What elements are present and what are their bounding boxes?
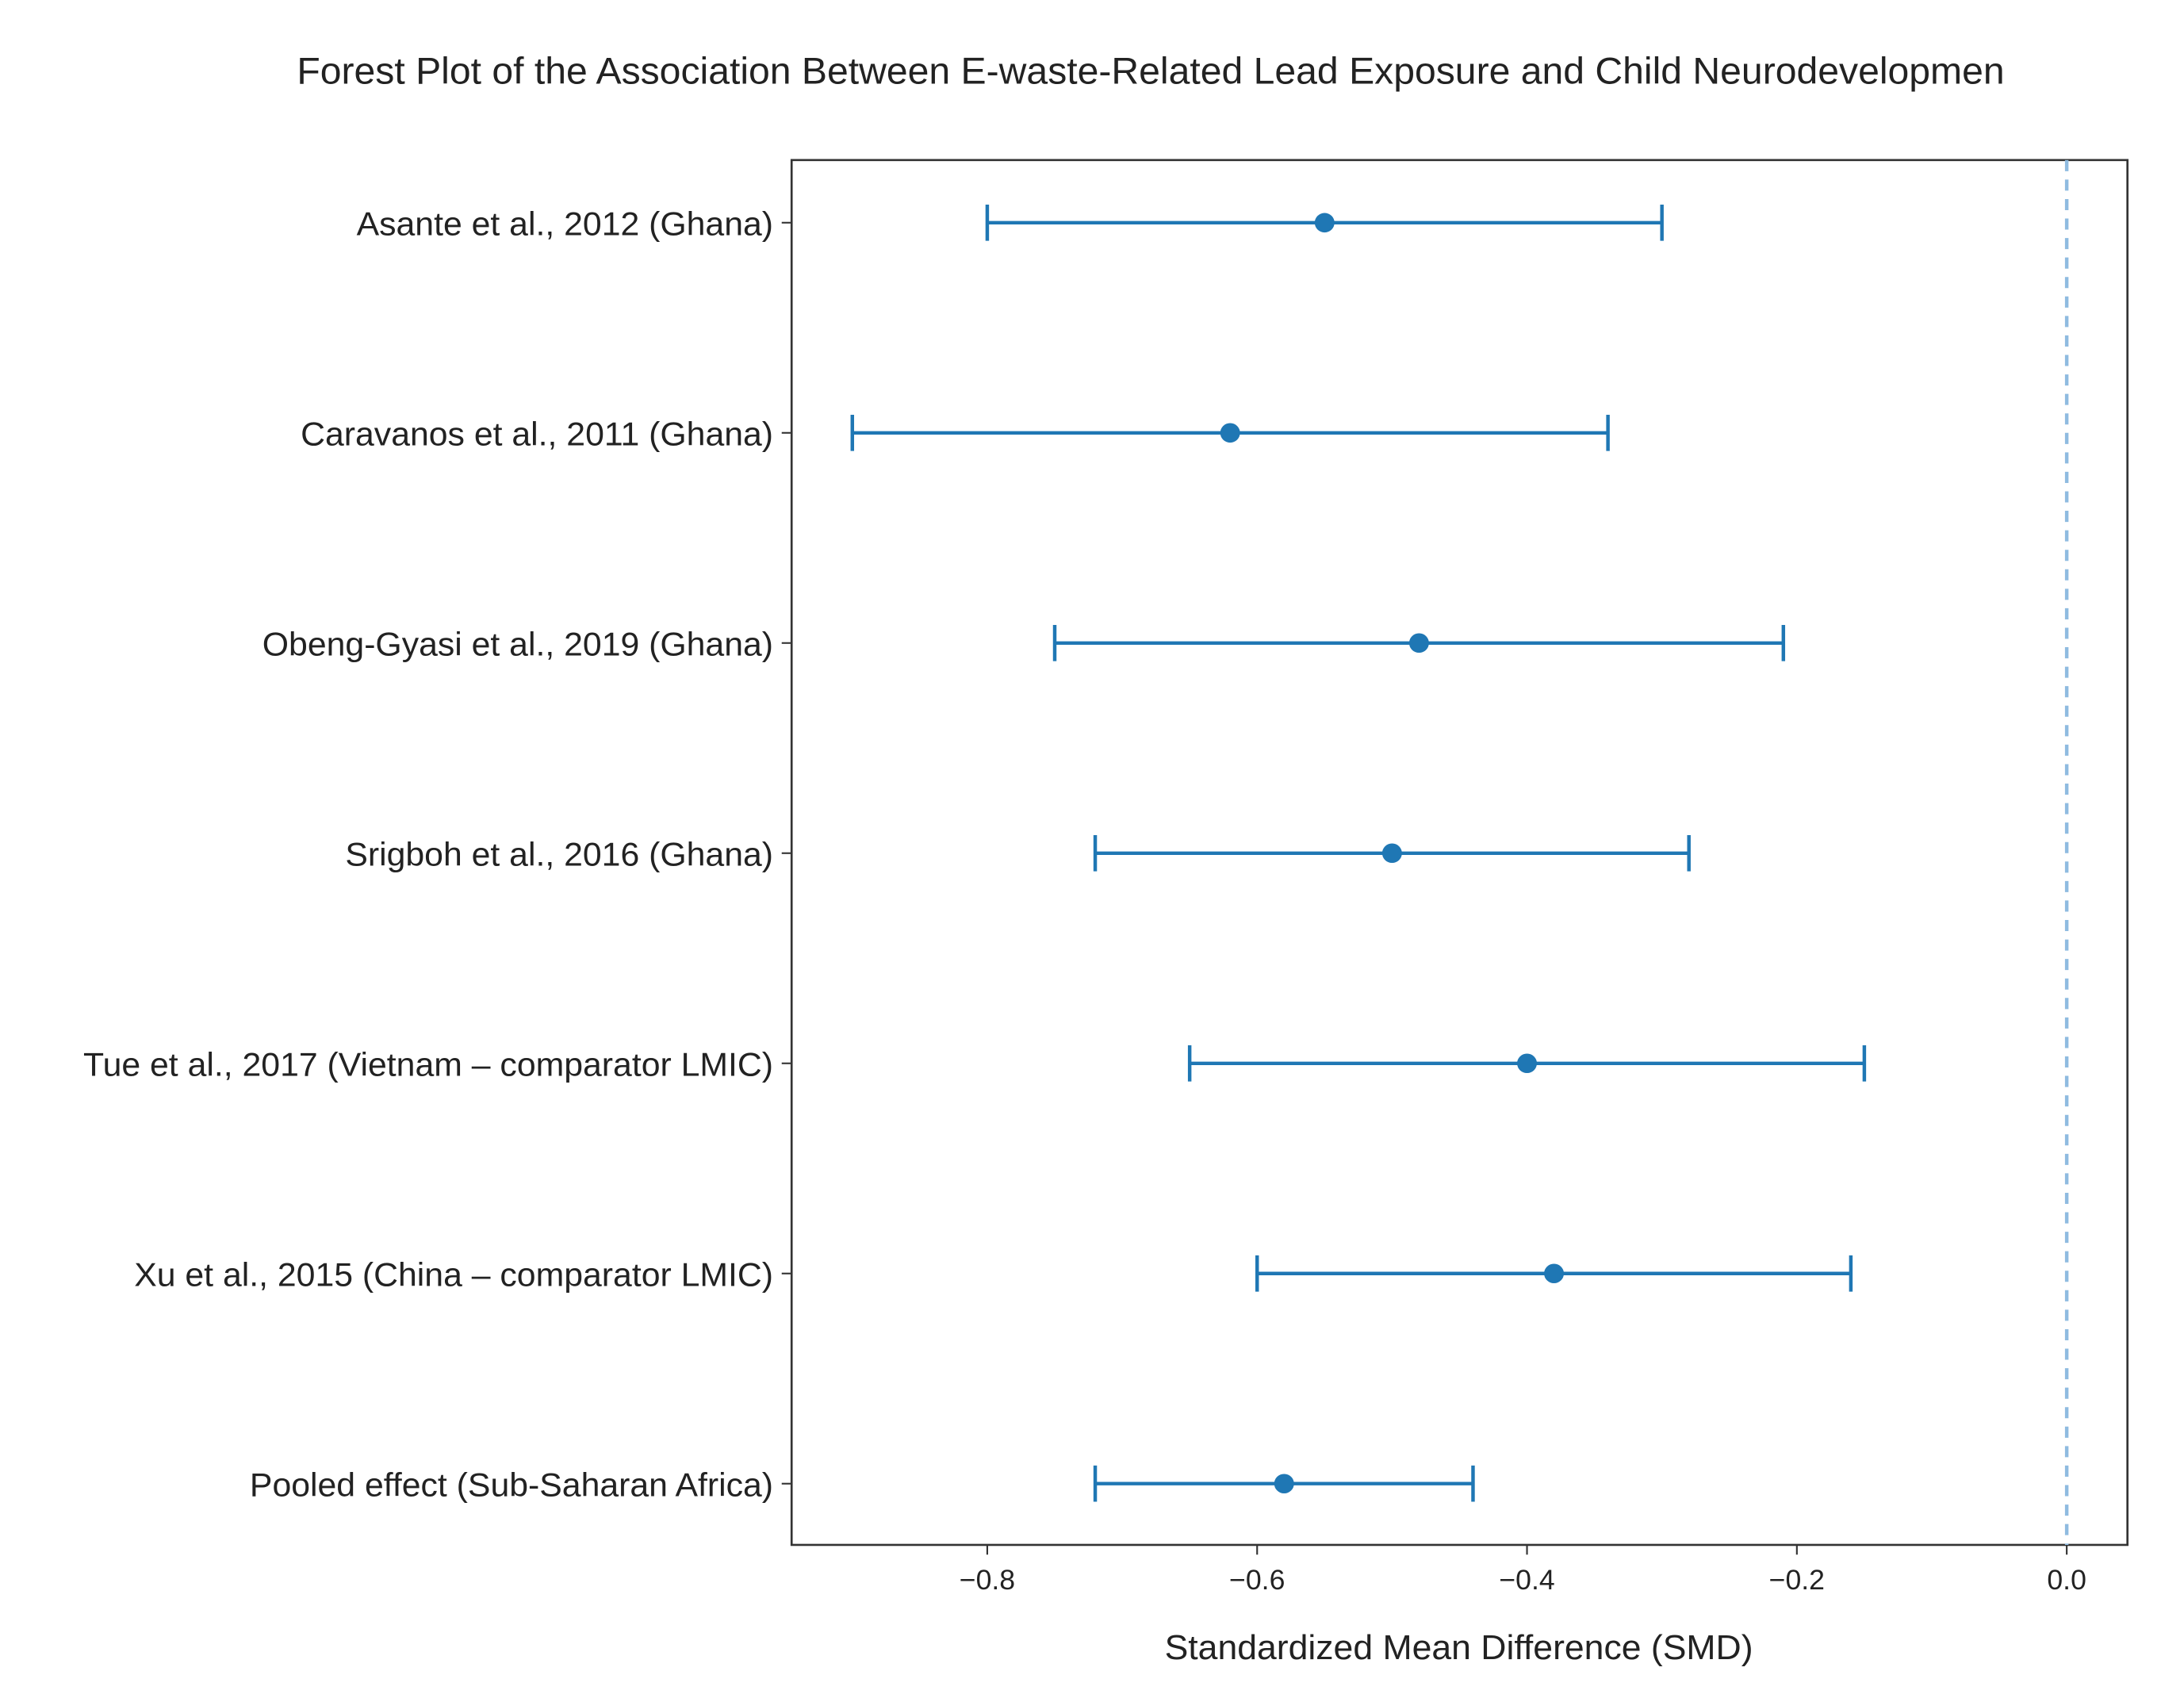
y-tick-label: Xu et al., 2015 (China – comparator LMIC… (134, 1256, 773, 1294)
x-axis-label: Standardized Mean Difference (SMD) (1165, 1628, 1753, 1667)
effect-point (1381, 843, 1402, 864)
y-tick-label: Obeng-Gyasi et al., 2019 (Ghana) (262, 626, 773, 663)
y-tick-label: Srigboh et al., 2016 (Ghana) (345, 836, 773, 873)
x-tick-label: −0.2 (1769, 1565, 1825, 1596)
x-tick-label: −0.8 (960, 1565, 1015, 1596)
x-tick-label: 0.0 (2047, 1565, 2086, 1596)
x-tick-label: −0.4 (1499, 1565, 1554, 1596)
effect-point (1517, 1053, 1538, 1074)
y-tick-label: Caravanos et al., 2011 (Ghana) (301, 416, 773, 453)
y-tick-label: Tue et al., 2017 (Vietnam – comparator L… (83, 1046, 773, 1083)
x-tick-label: −0.6 (1229, 1565, 1285, 1596)
effect-point (1314, 213, 1335, 233)
effect-point (1274, 1474, 1294, 1494)
effect-point (1408, 633, 1429, 654)
effect-point (1220, 423, 1240, 443)
effect-point (1544, 1263, 1565, 1284)
chart-title: Forest Plot of the Association Between E… (297, 51, 2004, 93)
y-tick-label: Asante et al., 2012 (Ghana) (357, 205, 773, 243)
y-tick-label: Pooled effect (Sub-Saharan Africa) (250, 1466, 773, 1504)
